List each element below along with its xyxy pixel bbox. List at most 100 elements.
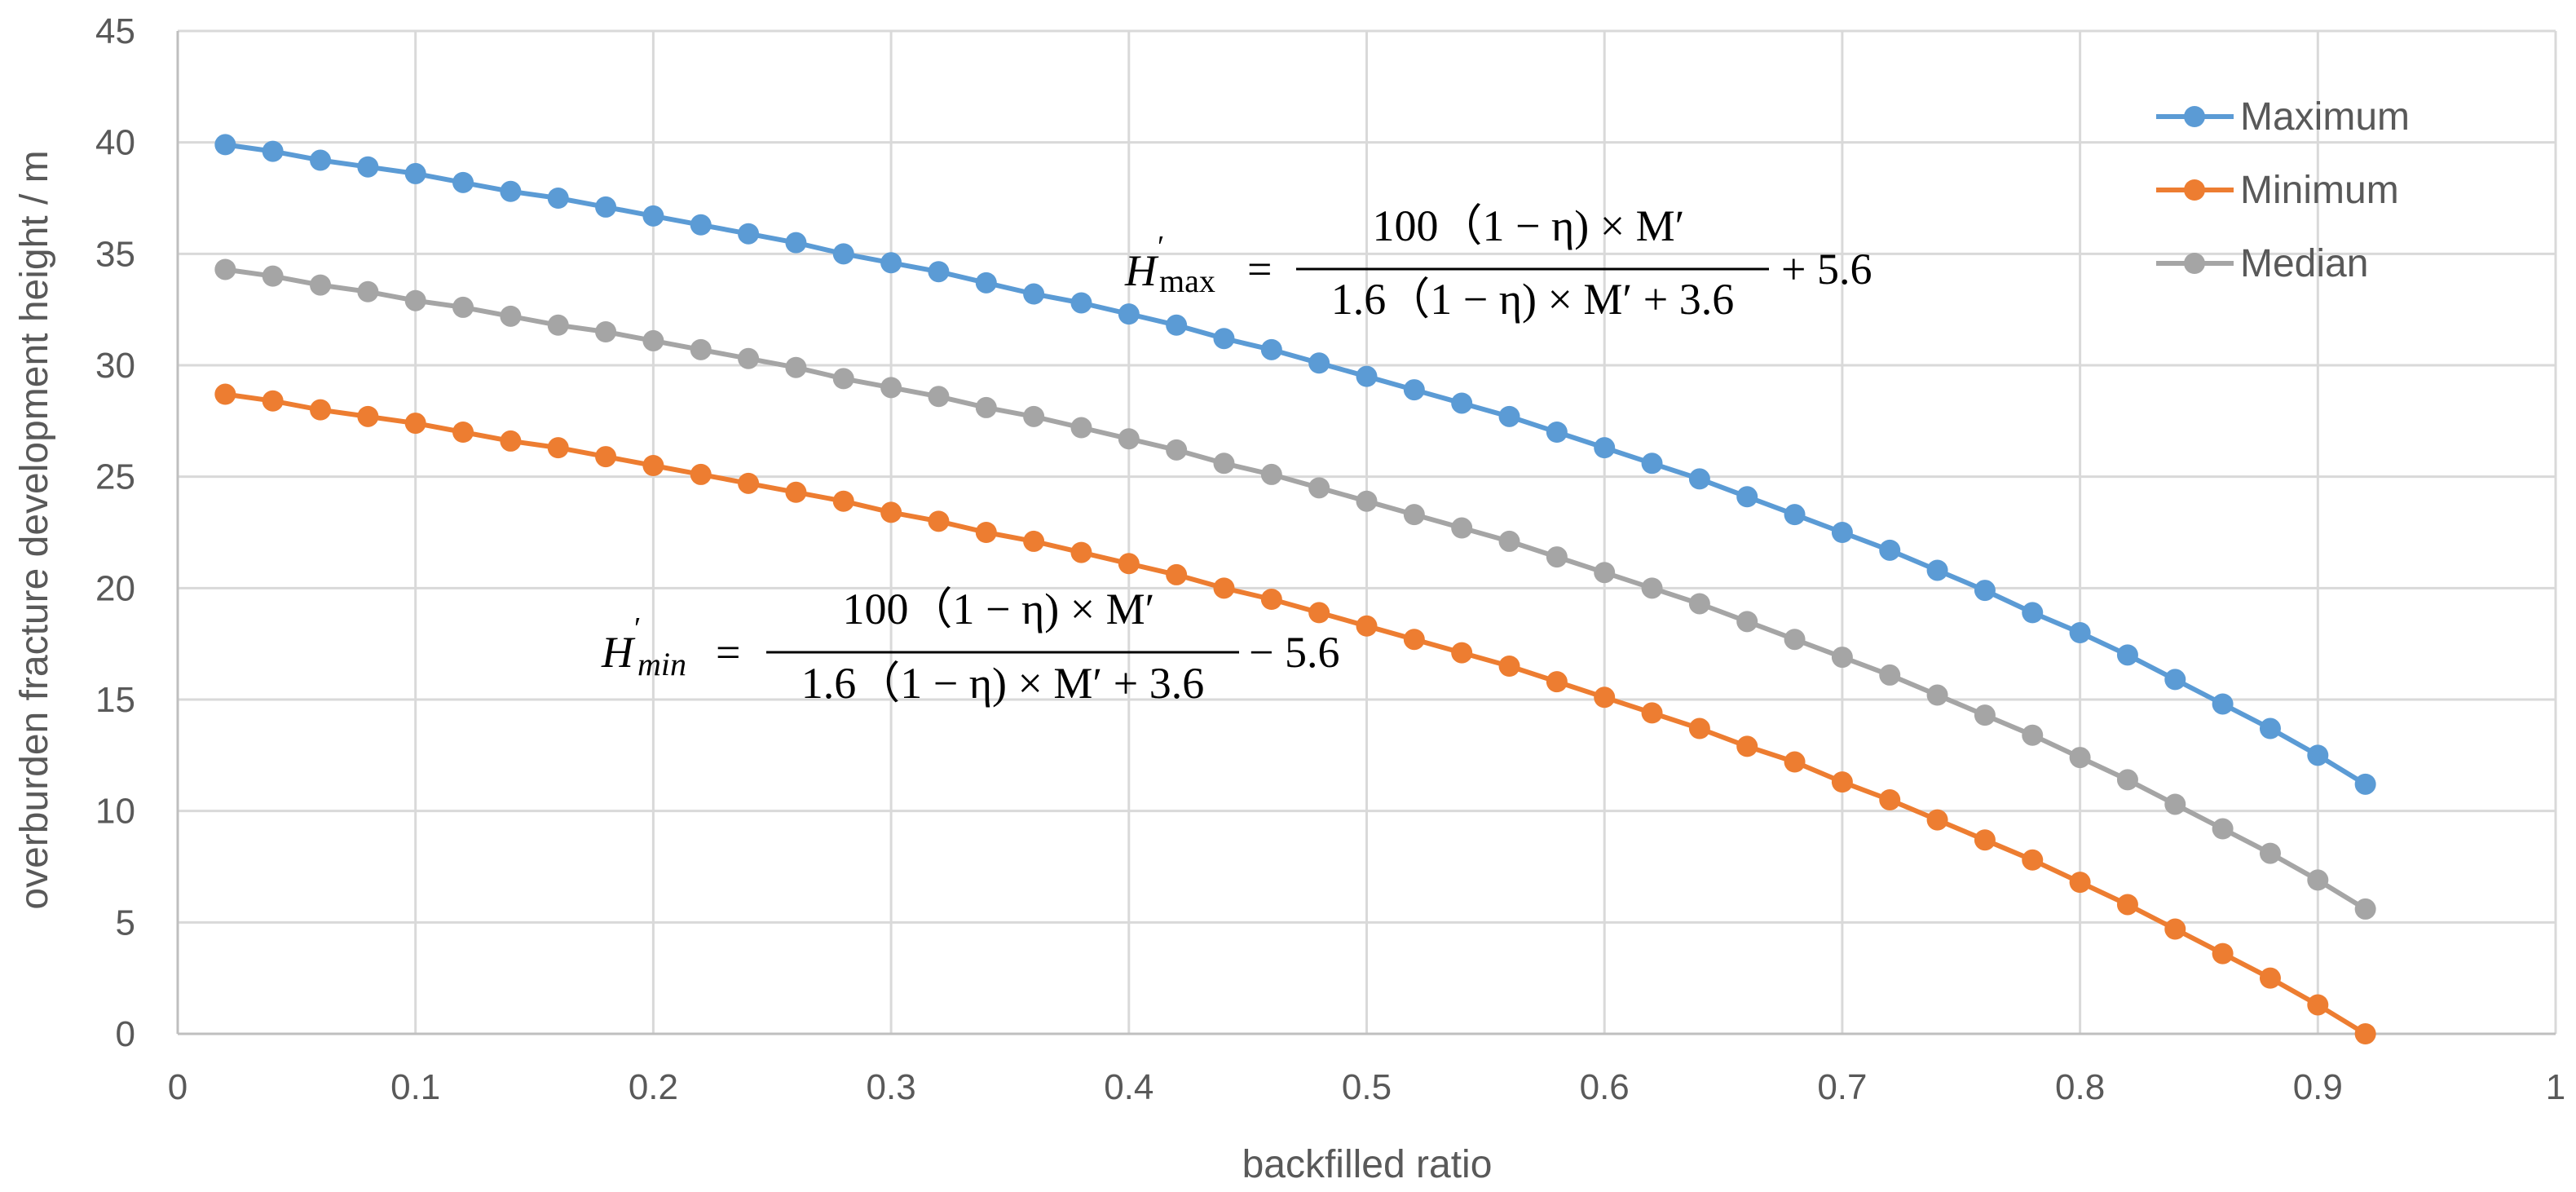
series (214, 134, 2376, 1044)
data-point-median (880, 377, 902, 399)
y-tick-label: 30 (95, 346, 135, 386)
data-point-maximum (928, 261, 950, 283)
data-point-median (1641, 577, 1663, 599)
data-point-median (1451, 517, 1473, 539)
data-point-minimum (1070, 541, 1092, 563)
legend-marker-median (2184, 253, 2205, 274)
data-point-maximum (1688, 468, 1710, 490)
y-tick-label: 20 (95, 568, 135, 608)
y-tick-label: 45 (95, 11, 135, 51)
data-point-minimum (2212, 943, 2234, 965)
data-point-median (2069, 747, 2091, 769)
y-tick-label: 5 (116, 903, 135, 943)
data-point-maximum (1926, 559, 1948, 581)
data-point-minimum (738, 472, 760, 494)
data-point-maximum (1974, 580, 1996, 602)
data-point-minimum (500, 430, 522, 452)
data-point-minimum (1498, 656, 1520, 677)
data-point-maximum (690, 214, 712, 236)
data-point-minimum (2164, 918, 2186, 940)
x-tick-label: 0.4 (1104, 1067, 1153, 1107)
legend: Maximum Minimum Median (2156, 95, 2410, 285)
data-point-minimum (2116, 894, 2138, 916)
legend-item-median: Median (2156, 242, 2368, 285)
legend-marker-minimum (2184, 179, 2205, 201)
formula-min-subscript: min (637, 646, 686, 682)
data-point-median (1308, 477, 1330, 499)
y-tick-label: 0 (116, 1014, 135, 1054)
data-point-minimum (262, 390, 284, 412)
formula-min: H ′ min = 100（1 − η) × M′ 1.6（1 − η) × M… (601, 585, 1339, 708)
data-point-median (1688, 593, 1710, 615)
data-point-maximum (2022, 602, 2044, 624)
formula-max-numerator: 100（1 − η) × M′ (1373, 201, 1685, 250)
data-point-minimum (214, 383, 236, 405)
data-point-median (1974, 704, 1996, 726)
data-point-minimum (880, 501, 902, 523)
data-point-minimum (1879, 789, 1901, 810)
formula-min-equals: = (716, 628, 740, 677)
axes (176, 31, 2556, 1035)
data-point-minimum (2069, 872, 2091, 894)
data-point-maximum (642, 205, 664, 227)
legend-item-maximum: Maximum (2156, 95, 2410, 139)
data-point-minimum (2022, 849, 2044, 871)
formula-max-equals: = (1247, 245, 1272, 294)
data-point-median (1546, 546, 1568, 568)
data-point-minimum (785, 481, 807, 503)
legend-marker-maximum (2184, 106, 2205, 127)
data-point-maximum (1118, 303, 1140, 325)
gridlines (178, 29, 2557, 1034)
data-point-minimum (1356, 615, 1378, 637)
legend-label-median: Median (2240, 242, 2368, 285)
data-point-maximum (452, 171, 474, 193)
data-point-maximum (880, 252, 902, 274)
formula-max: H ′ max = 100（1 − η) × M′ 1.6（1 − η) × M… (1124, 201, 1872, 324)
data-point-median (1594, 562, 1616, 584)
formula-min-numerator: 100（1 − η) × M′ (843, 585, 1155, 634)
data-point-median (2259, 842, 2281, 864)
data-point-maximum (357, 156, 379, 178)
data-point-maximum (2354, 773, 2376, 795)
data-point-median (310, 274, 332, 296)
data-point-minimum (1451, 642, 1473, 664)
legend-label-minimum: Minimum (2240, 169, 2399, 212)
y-tick-label: 40 (95, 123, 135, 163)
data-point-minimum (404, 413, 426, 435)
data-point-median (404, 289, 426, 311)
data-point-minimum (928, 510, 950, 532)
data-point-maximum (1070, 292, 1092, 314)
data-point-median (1831, 647, 1853, 669)
data-point-median (1784, 629, 1806, 651)
data-point-maximum (1451, 392, 1473, 414)
data-point-maximum (2259, 717, 2281, 739)
data-point-median (1070, 417, 1092, 439)
tick-labels: 0 5 10 15 20 25 30 35 40 45 0 0.1 0.2 0.3 0.4 0.5 0.6 0.7… (95, 11, 2565, 1107)
formula-min-lhs: H (601, 628, 636, 677)
data-point-median (2354, 898, 2376, 920)
data-point-maximum (2069, 622, 2091, 643)
data-point-minimum (1736, 735, 1758, 757)
data-point-maximum (2307, 744, 2329, 766)
series-line-median (224, 267, 2367, 912)
data-point-maximum (1260, 338, 1282, 360)
data-point-median (2307, 869, 2329, 891)
data-point-maximum (214, 134, 236, 156)
formula-min-denominator: 1.6（1 − η) × M′ + 3.6 (801, 659, 1204, 708)
data-point-maximum (1023, 283, 1045, 305)
y-tick-label: 15 (95, 680, 135, 720)
x-tick-label: 0.9 (2293, 1067, 2343, 1107)
data-point-median (452, 296, 474, 318)
data-point-minimum (1784, 751, 1806, 773)
x-tick-label: 0.1 (390, 1067, 440, 1107)
x-tick-label: 0.2 (629, 1067, 678, 1107)
data-point-median (357, 280, 379, 302)
series-maximum (214, 134, 2376, 795)
y-axis-title: overburden fracture development height /… (13, 150, 56, 909)
data-point-minimum (547, 437, 569, 459)
data-point-minimum (1594, 687, 1616, 709)
data-point-minimum (2307, 994, 2329, 1016)
data-point-median (1926, 684, 1948, 706)
